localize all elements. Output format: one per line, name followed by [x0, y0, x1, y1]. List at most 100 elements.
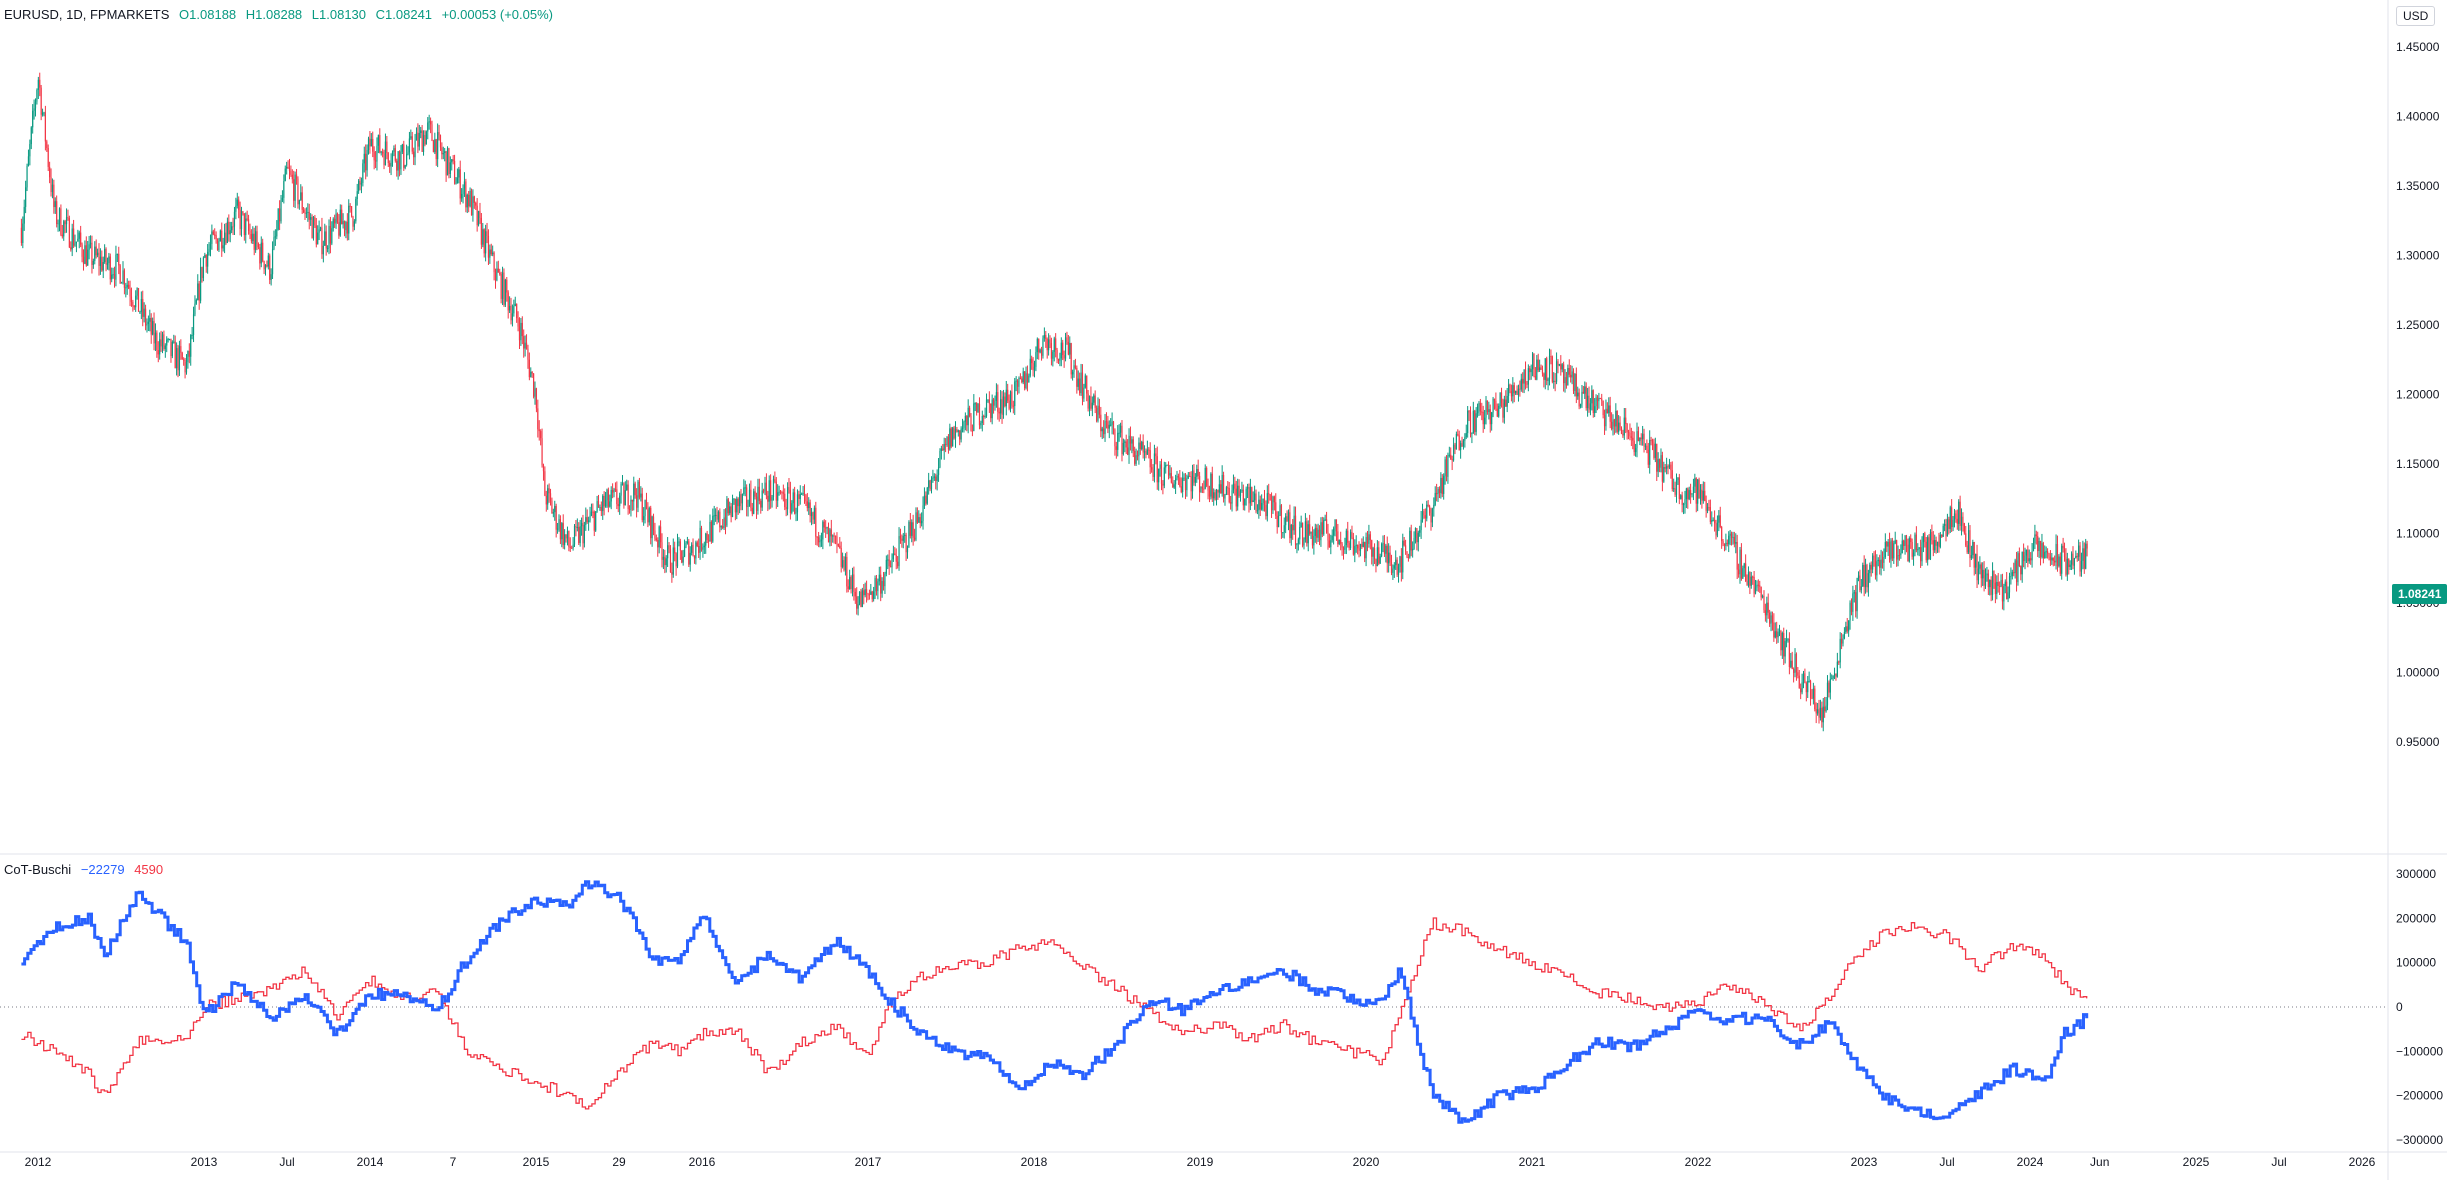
candle-body	[1609, 405, 1611, 422]
candle-body	[1038, 338, 1040, 353]
candle-body	[163, 334, 165, 350]
candle-body	[818, 537, 820, 543]
candle-body	[586, 517, 588, 522]
candle-body	[1603, 415, 1606, 427]
candle-body	[506, 279, 508, 293]
candle-body	[190, 335, 192, 357]
candle-body	[1105, 421, 1108, 423]
candle-body	[2065, 556, 2067, 575]
candle-body	[1379, 556, 1381, 564]
candle-body	[1610, 421, 1613, 430]
candle-body	[1349, 531, 1352, 549]
low-value: L1.08130	[311, 7, 367, 22]
candle-body	[1083, 387, 1085, 399]
candle-body	[1317, 529, 1319, 538]
candle-body	[840, 547, 842, 567]
candle-body	[1654, 443, 1656, 458]
candle-body	[46, 141, 48, 149]
candle-body	[786, 487, 789, 510]
candle-body	[1482, 411, 1484, 425]
candle-body	[2004, 581, 2006, 587]
candle-body	[1375, 559, 1377, 567]
candle-body	[78, 232, 80, 239]
candle-body	[183, 359, 185, 361]
candle-body	[1795, 653, 1798, 673]
candle-body	[922, 505, 924, 521]
candle-body	[279, 208, 281, 222]
candle-body	[983, 416, 985, 418]
candle-body	[1397, 566, 1400, 575]
candle-body	[627, 484, 629, 510]
time-tick-label: 2023	[1851, 1155, 1878, 1169]
candle-body	[500, 273, 502, 299]
candle-body	[875, 578, 878, 592]
candle-body	[1793, 669, 1795, 673]
candle-body	[280, 200, 282, 222]
candle-body	[794, 492, 796, 514]
candle-body	[1121, 425, 1123, 455]
candle-body	[358, 180, 360, 192]
candle-body	[2032, 543, 2035, 552]
candle-body	[1862, 565, 1864, 587]
candle-body	[1203, 488, 1205, 490]
candle-body	[1692, 486, 1695, 494]
indicator-name[interactable]: CoT-Buschi	[4, 862, 72, 877]
candle-body	[881, 581, 883, 594]
candle-body	[105, 248, 107, 265]
candle-body	[808, 502, 810, 509]
candle-body	[918, 517, 920, 523]
price-tick-label: 1.20000	[2396, 388, 2440, 402]
candle-body	[380, 151, 382, 153]
currency-button[interactable]: USD	[2396, 6, 2436, 26]
candle-body	[717, 511, 720, 520]
candle-body	[184, 360, 186, 373]
symbol-label[interactable]: EURUSD, 1D, FPMARKETS	[4, 7, 170, 22]
candle-body	[386, 141, 388, 154]
candle-body	[1622, 433, 1624, 436]
candle-body	[764, 482, 766, 491]
candle-body	[417, 132, 419, 147]
candle-body	[847, 586, 849, 590]
candle-body	[1925, 541, 1927, 561]
candle-body	[1040, 349, 1043, 356]
candle-body	[297, 178, 299, 205]
candle-body	[1310, 531, 1312, 534]
candle-body	[967, 407, 969, 426]
indicator-legend: CoT-Buschi −22279 4590	[4, 862, 169, 877]
candle-body	[1079, 378, 1081, 394]
candle-body	[236, 199, 238, 206]
candle-body	[2013, 572, 2015, 574]
candle-body	[1059, 358, 1061, 361]
candle-body	[166, 339, 168, 346]
candle-body	[1179, 477, 1181, 487]
candle-body	[1829, 678, 1831, 693]
candle-body	[1215, 490, 1218, 500]
candle-body	[929, 480, 931, 490]
candle-body	[1801, 682, 1803, 693]
candle-body	[534, 388, 536, 397]
candle-body	[2042, 543, 2044, 559]
candle-body	[681, 550, 683, 563]
candle-body	[882, 581, 885, 587]
candle-body	[891, 559, 893, 568]
candle-body	[559, 519, 562, 540]
candle-body	[755, 496, 758, 511]
candle-body	[1451, 458, 1453, 461]
candle-body	[1307, 524, 1309, 544]
candle-body	[1239, 491, 1242, 497]
candle-body	[617, 504, 619, 507]
candle-body	[871, 591, 873, 600]
candle-body	[1759, 585, 1761, 587]
candle-body	[1754, 587, 1757, 594]
candle-body	[240, 211, 243, 229]
candle-body	[706, 533, 708, 540]
candle-body	[1945, 524, 1947, 537]
candle-body	[49, 166, 51, 178]
candle-body	[1488, 409, 1490, 412]
candle-body	[1052, 351, 1054, 359]
candle-body	[1905, 535, 1908, 545]
candle-body	[1807, 680, 1809, 693]
candle-body	[671, 572, 673, 575]
